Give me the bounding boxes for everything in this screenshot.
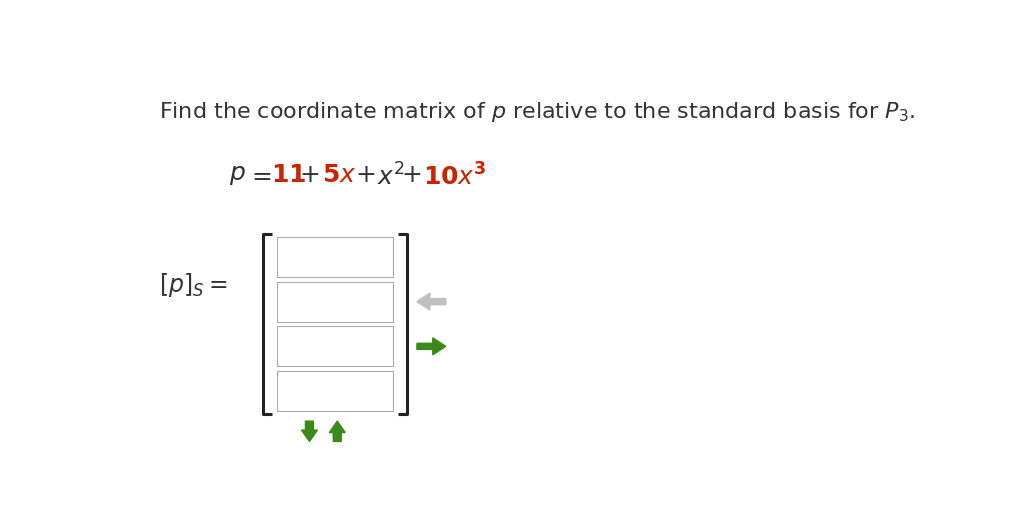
Text: $+$: $+$ [400,163,421,187]
Text: $+$: $+$ [355,163,375,187]
Text: $=$: $=$ [247,163,271,187]
Text: $\it{x}^2$: $\it{x}^2$ [377,163,405,190]
Polygon shape [301,421,318,441]
Text: $\bf{10}\it{x}^{\bf{3}}$: $\bf{10}\it{x}^{\bf{3}}$ [423,163,487,190]
Text: $\it{p}$: $\it{p}$ [229,163,246,187]
Text: $\bf{11}$: $\bf{11}$ [271,163,307,187]
Polygon shape [417,293,446,310]
Text: $[p]_S =$: $[p]_S =$ [159,271,228,299]
FancyBboxPatch shape [277,281,393,322]
Polygon shape [417,338,446,355]
Text: Find the coordinate matrix of $\it{p}$ relative to the standard basis for $\it{P: Find the coordinate matrix of $\it{p}$ r… [159,100,915,124]
Polygon shape [329,421,346,441]
Text: $+$: $+$ [299,163,320,187]
FancyBboxPatch shape [277,371,393,411]
FancyBboxPatch shape [277,326,393,366]
FancyBboxPatch shape [277,237,393,277]
Text: $\bf{5}\it{x}$: $\bf{5}\it{x}$ [322,163,356,187]
